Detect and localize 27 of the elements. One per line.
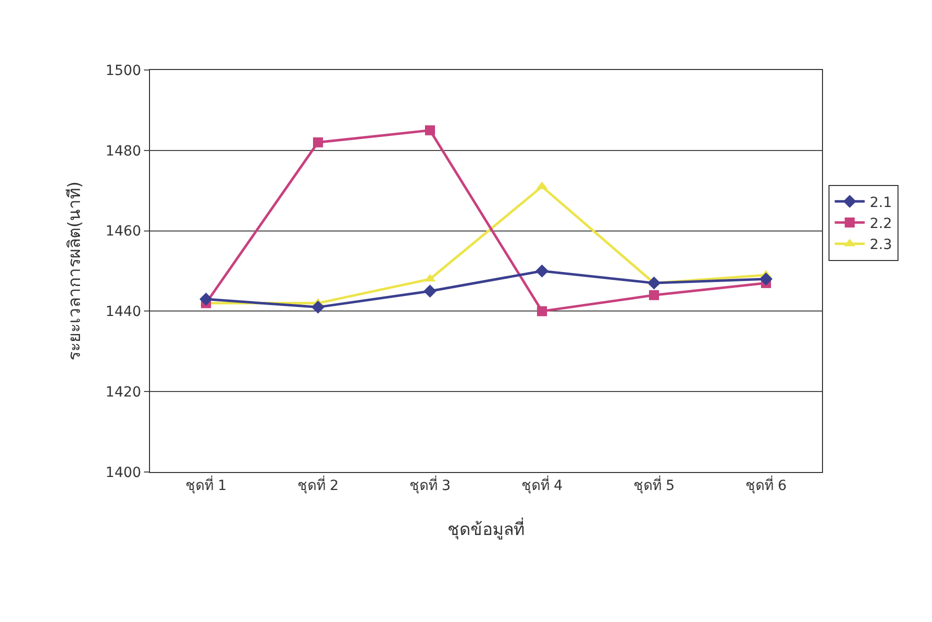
point [200, 292, 212, 306]
point [425, 125, 435, 136]
x-axis-title: ชุดข้อมูลที่ [448, 517, 524, 540]
legend-label: 2.2 [870, 216, 892, 232]
point [536, 264, 548, 278]
x-tick-label: ชุดที่ 3 [409, 476, 451, 494]
legend-label: 2.3 [870, 237, 892, 254]
y-tick-label: 1500 [106, 62, 142, 79]
point [424, 284, 436, 298]
y-tick-label: 1420 [106, 384, 142, 400]
y-tick-label: 1440 [106, 304, 142, 320]
point [313, 137, 323, 148]
point [312, 300, 324, 314]
x-tick-label: ชุดที่ 4 [521, 476, 563, 494]
point [649, 290, 659, 300]
y-tick-label: 1480 [106, 143, 142, 160]
y-axis-title: ระยะเวลาการผลิต(นาที) [65, 181, 86, 361]
y-tick-label: 1460 [106, 224, 142, 240]
point [537, 306, 547, 316]
x-tick-label: ชุดที่ 6 [745, 476, 787, 494]
point [760, 272, 772, 286]
legend-label: 2.1 [870, 194, 892, 211]
x-tick-label: ชุดที่ 2 [297, 476, 339, 494]
y-tick-label: 1400 [106, 464, 142, 481]
x-tick-label: ชุดที่ 5 [633, 476, 675, 494]
x-tick-label: ชุดที่ 1 [185, 476, 227, 494]
point [648, 276, 660, 290]
